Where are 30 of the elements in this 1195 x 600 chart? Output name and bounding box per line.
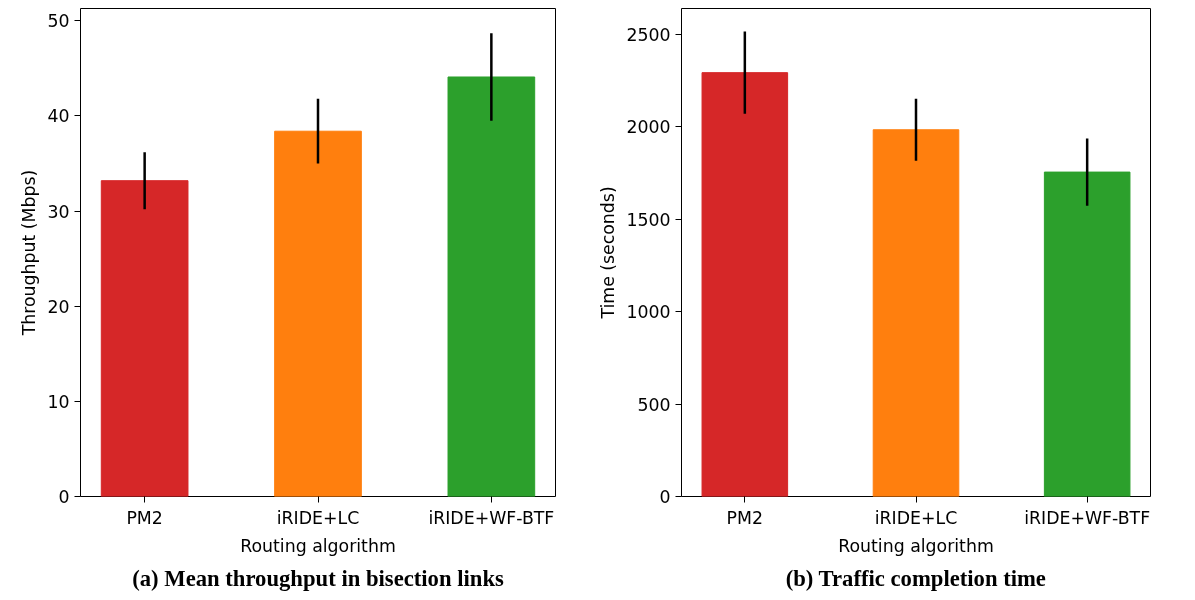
y-tick-label: 0 — [659, 487, 671, 507]
bar — [1043, 171, 1131, 497]
y-tick-label: 40 — [47, 106, 70, 127]
x-tick-label: iRIDE+WF-BTF — [1024, 507, 1151, 528]
y-axis-title: Time (seconds) — [598, 186, 619, 320]
x-tick-label: iRIDE+WF-BTF — [428, 507, 555, 528]
x-tick-label: PM2 — [126, 507, 163, 528]
y-tick-label: 2500 — [626, 24, 671, 45]
bar — [100, 180, 189, 497]
y-tick-label: 30 — [47, 201, 70, 222]
text: (b) Traffic completion time — [785, 565, 1046, 591]
y-tick-label: 2000 — [626, 117, 671, 138]
bar — [274, 130, 362, 497]
x-tick-label: iRIDE+LC — [276, 507, 360, 528]
x-axis-title: Routing algorithm — [838, 535, 994, 556]
bar — [872, 129, 960, 497]
y-tick-label: 1000 — [626, 302, 671, 323]
y-tick-label: 1500 — [626, 209, 671, 230]
x-axis-title: Routing algorithm — [240, 535, 396, 556]
y-axis-title: Throughput (Mbps) — [19, 169, 40, 337]
bar — [447, 76, 536, 497]
y-tick-label: 20 — [47, 296, 70, 317]
y-tick-label: 0 — [58, 487, 70, 507]
y-tick-label: 50 — [47, 11, 70, 32]
y-tick-label: 10 — [47, 391, 70, 412]
y-tick-label: 500 — [637, 394, 671, 415]
text: (a) Mean throughput in bisection links — [132, 565, 504, 591]
bar — [701, 72, 789, 497]
x-tick-label: iRIDE+LC — [874, 507, 958, 528]
x-tick-label: PM2 — [726, 507, 764, 528]
